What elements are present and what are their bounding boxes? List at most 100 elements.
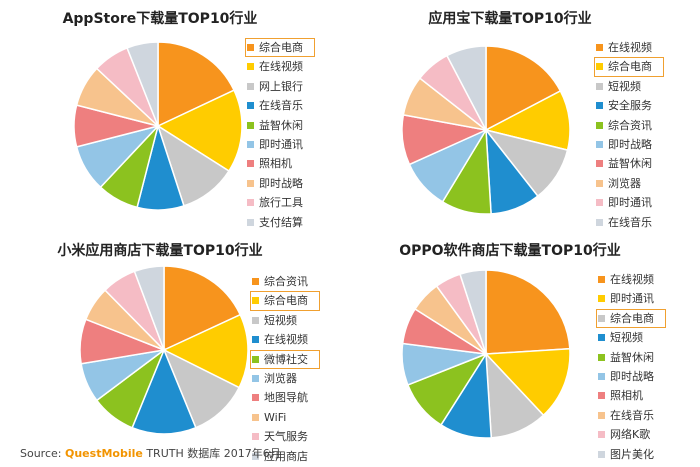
pie-slice-10 bbox=[445, 45, 487, 131]
legend-label: 旅行工具 bbox=[259, 196, 303, 210]
legend-label: 益智休闲 bbox=[259, 118, 303, 132]
legend-label: 天气服务 bbox=[264, 430, 308, 444]
legend-swatch bbox=[252, 297, 259, 305]
legend-label: 即时战略 bbox=[608, 137, 652, 151]
legend-swatch bbox=[598, 431, 605, 439]
legend-swatch bbox=[598, 450, 605, 458]
source-brand: QuestMobile bbox=[65, 447, 143, 460]
legend-item: 安全服务 bbox=[594, 96, 664, 115]
pie-chart bbox=[73, 41, 243, 211]
legend-swatch bbox=[252, 278, 259, 285]
legend-swatch bbox=[596, 179, 603, 187]
legend-item: 即时战略 bbox=[594, 135, 664, 154]
legend-item: 即时通讯 bbox=[596, 289, 666, 308]
legend-swatch bbox=[252, 316, 259, 324]
chart-title: 小米应用商店下载量TOP10行业 bbox=[57, 243, 263, 259]
legend-swatch bbox=[247, 102, 254, 110]
legend-item: 应用商店 bbox=[250, 447, 320, 466]
legend: 综合资讯综合电商短视频在线视频微博社交浏览器地图导航 WiFi 天气服务应用商店 bbox=[250, 272, 320, 466]
legend-item: 综合电商 bbox=[250, 291, 320, 311]
legend-label: 短视频 bbox=[264, 313, 297, 327]
legend-item: 浏览器 bbox=[594, 174, 664, 193]
legend-item: 旅行工具 bbox=[245, 193, 315, 212]
legend-item: 地图导航 bbox=[250, 388, 320, 407]
legend-swatch bbox=[247, 44, 254, 51]
legend-swatch bbox=[247, 160, 254, 168]
legend-label: 在线音乐 bbox=[610, 408, 654, 422]
legend-item: 支付结算 bbox=[245, 213, 315, 232]
legend-swatch bbox=[598, 411, 605, 419]
legend-swatch bbox=[596, 199, 603, 207]
legend-label: 安全服务 bbox=[608, 99, 652, 113]
legend-label: 照相机 bbox=[259, 157, 292, 171]
legend-swatch bbox=[252, 336, 259, 344]
legend-item: 照相机 bbox=[596, 386, 666, 405]
pie-slice-10 bbox=[459, 269, 487, 355]
pie-slice-1 bbox=[157, 41, 236, 128]
legend-swatch bbox=[252, 413, 259, 421]
legend-label: 在线视频 bbox=[259, 60, 303, 74]
pie-slice-4 bbox=[131, 348, 197, 435]
legend-swatch bbox=[598, 372, 605, 380]
legend-label: 综合电商 bbox=[610, 311, 654, 325]
legend-swatch bbox=[598, 334, 605, 342]
legend-label: 地图导航 bbox=[264, 391, 308, 405]
pie-panel-xiaomi: 小米应用商店下载量TOP10行业 综合资讯综合电商短视频在线视频微博社交浏览器地… bbox=[0, 232, 340, 463]
pie-panel-yingyongbao: 应用宝下载量TOP10行业 在线视频 综合电商 短视频 安全服务 综合资讯 即时战略 益智休… bbox=[350, 0, 690, 229]
legend-item: 在线音乐 bbox=[596, 406, 666, 425]
legend-label: 浏览器 bbox=[264, 371, 297, 385]
legend-item: 综合电商 bbox=[596, 308, 666, 329]
legend-item: 在线视频 bbox=[245, 57, 315, 76]
legend: 在线视频 综合电商 短视频 安全服务 综合资讯 即时战略 益智休闲 浏览器 即时通讯 在线音乐 bbox=[594, 38, 664, 232]
legend-label: 益智休闲 bbox=[608, 157, 652, 171]
legend-item: 在线视频 bbox=[250, 330, 320, 349]
legend-label: 支付结算 bbox=[259, 215, 303, 229]
legend-swatch bbox=[247, 179, 254, 187]
pie-slice-1 bbox=[163, 265, 242, 352]
legend-label: 在线视频 bbox=[610, 273, 654, 286]
legend-label: 综合电商 bbox=[259, 41, 303, 54]
legend-item: 综合资讯 bbox=[594, 116, 664, 135]
legend-item: 天气服务 bbox=[250, 427, 320, 446]
legend-label: 微博社交 bbox=[264, 352, 308, 366]
legend-swatch bbox=[596, 218, 603, 226]
legend: 在线视频 即时通讯 综合电商 短视频 益智休闲 即时战略 照相机 在线音乐 网络K歌 图片美化 bbox=[596, 270, 666, 464]
legend-item: 在线视频 bbox=[596, 270, 666, 289]
legend-label: 在线音乐 bbox=[259, 99, 303, 113]
legend-swatch bbox=[596, 82, 603, 90]
legend-item: WiFi bbox=[250, 408, 320, 427]
legend-swatch bbox=[247, 121, 254, 129]
legend-item: 综合资讯 bbox=[250, 272, 320, 291]
legend-item: 照相机 bbox=[245, 154, 315, 173]
legend-swatch bbox=[252, 452, 259, 460]
legend-label: 网络K歌 bbox=[610, 428, 651, 442]
chart-title: OPPO软件商店下载量TOP10行业 bbox=[399, 243, 621, 259]
legend-item: 在线视频 bbox=[594, 38, 664, 57]
legend-swatch bbox=[596, 140, 603, 148]
legend-item: 益智休闲 bbox=[596, 348, 666, 367]
chart-title: AppStore下载量TOP10行业 bbox=[62, 11, 258, 27]
legend-label: 浏览器 bbox=[608, 176, 641, 190]
source-prefix: Source: bbox=[20, 447, 62, 460]
legend-swatch bbox=[252, 433, 259, 441]
legend-swatch bbox=[247, 199, 254, 207]
legend-label: 综合电商 bbox=[264, 294, 308, 308]
source-suffix: TRUTH 数据库 2017年6月 bbox=[146, 447, 281, 460]
legend-item: 益智休闲 bbox=[594, 154, 664, 173]
legend-swatch bbox=[596, 102, 603, 110]
source-note: Source: QuestMobile TRUTH 数据库 2017年6月 bbox=[20, 445, 281, 461]
legend-label: 综合资讯 bbox=[608, 118, 652, 132]
legend-item: 综合电商 bbox=[245, 38, 315, 58]
legend-swatch bbox=[252, 374, 259, 382]
pie-slice-1 bbox=[485, 45, 562, 132]
legend-item: 网上银行 bbox=[245, 77, 315, 96]
pie-slice-10 bbox=[133, 265, 165, 351]
legend-label: 短视频 bbox=[610, 331, 643, 345]
legend-swatch bbox=[596, 44, 603, 51]
legend: 综合电商 在线视频 网上银行 在线音乐 益智休闲 即时通讯 照相机 即时战略 旅行工具 支付结算 bbox=[245, 38, 315, 232]
legend-swatch bbox=[598, 353, 605, 361]
legend-label: 即时通讯 bbox=[608, 196, 652, 210]
pie-slice-10 bbox=[126, 41, 159, 127]
legend-item: 网络K歌 bbox=[596, 425, 666, 444]
legend-label: 即时通讯 bbox=[610, 292, 654, 306]
